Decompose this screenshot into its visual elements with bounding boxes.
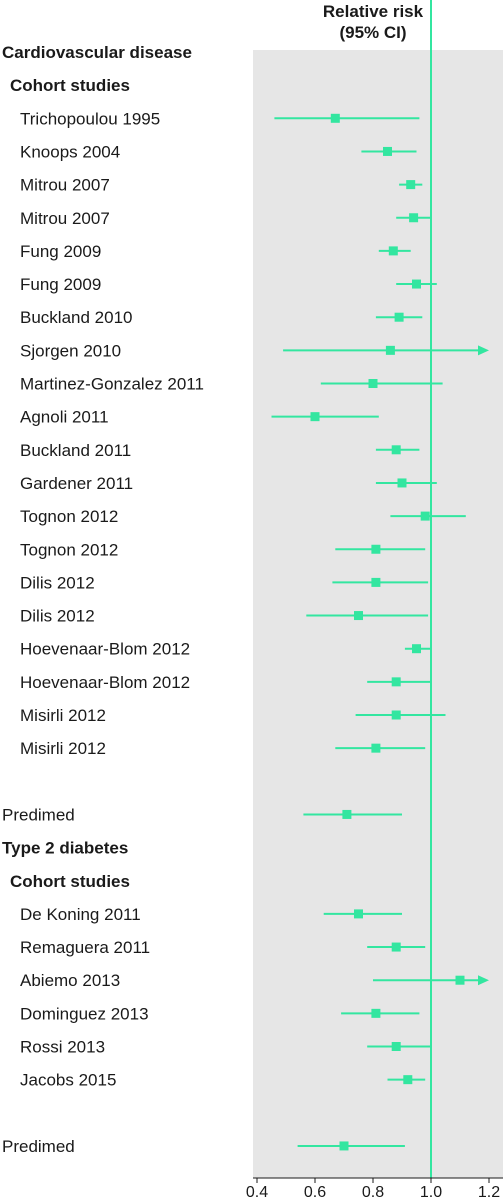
- header-ci: (95% CI): [339, 23, 406, 42]
- study-label: Misirli 2012: [20, 706, 106, 725]
- study-label: Tognon 2012: [20, 540, 118, 559]
- study-label: Predimed: [2, 1137, 75, 1156]
- study-label: Buckland 2011: [20, 441, 131, 460]
- study-label: Sjorgen 2010: [20, 341, 121, 360]
- point-estimate: [371, 577, 381, 587]
- point-estimate: [391, 1042, 401, 1051]
- point-estimate: [388, 246, 398, 256]
- point-estimate: [371, 1008, 381, 1018]
- point-estimate: [455, 975, 465, 985]
- x-tick-label: 0.6: [304, 1184, 326, 1200]
- study-label: Knoops 2004: [20, 142, 120, 161]
- section-label: Type 2 diabetes: [2, 839, 128, 858]
- plot-panel-background: [253, 50, 503, 1178]
- x-tick-label: 1.2: [478, 1184, 500, 1200]
- study-label: Buckland 2010: [20, 308, 132, 327]
- study-label: Tognon 2012: [20, 507, 118, 526]
- study-label: Remaguera 2011: [20, 938, 150, 957]
- point-estimate: [391, 942, 401, 952]
- point-estimate: [391, 710, 401, 720]
- x-tick-label: 1.0: [420, 1184, 442, 1200]
- subsection-label: Cohort studies: [10, 872, 130, 891]
- header-relative-risk: Relative risk: [323, 2, 424, 21]
- point-estimate: [339, 1141, 349, 1151]
- study-label: Rossi 2013: [20, 1038, 105, 1057]
- point-estimate: [412, 644, 421, 654]
- point-estimate: [391, 445, 401, 455]
- point-estimate: [330, 113, 340, 123]
- study-label: Hoevenaar-Blom 2012: [20, 640, 190, 659]
- point-estimate: [371, 544, 381, 554]
- study-label: De Koning 2011: [20, 905, 141, 924]
- study-label: Gardener 2011: [20, 474, 133, 493]
- study-label: Agnoli 2011: [20, 408, 109, 427]
- point-estimate: [420, 511, 430, 521]
- subsection-label: Cohort studies: [10, 76, 130, 95]
- point-estimate: [383, 146, 392, 156]
- ci-arrow: [478, 975, 489, 986]
- x-tick-label: 0.8: [362, 1184, 384, 1200]
- study-label: Hoevenaar-Blom 2012: [20, 673, 190, 692]
- point-estimate: [342, 809, 352, 819]
- point-estimate: [368, 379, 378, 388]
- point-estimate: [412, 279, 421, 289]
- study-label: Dominguez 2013: [20, 1004, 149, 1023]
- study-label: Dilis 2012: [20, 607, 95, 626]
- point-estimate: [354, 611, 363, 621]
- point-estimate: [394, 312, 404, 322]
- study-label: Predimed: [2, 805, 75, 824]
- study-label: Misirli 2012: [20, 739, 106, 758]
- point-estimate: [406, 180, 416, 190]
- forest-rows: Cardiovascular disease Cohort studies Tric…: [2, 43, 489, 1156]
- study-label: Abiemo 2013: [20, 971, 120, 990]
- point-estimate: [371, 743, 381, 753]
- study-label: Trichopoulou 1995: [20, 109, 160, 128]
- study-label: Martinez-Gonzalez 2011: [20, 375, 204, 394]
- study-label: Mitrou 2007: [20, 176, 110, 195]
- point-estimate: [385, 345, 395, 355]
- study-label: Jacobs 2015: [20, 1071, 116, 1090]
- point-estimate: [310, 412, 320, 422]
- study-label: Mitrou 2007: [20, 209, 110, 228]
- point-estimate: [391, 677, 401, 687]
- x-axis: 0.4 0.6 0.8 1.0 1.2: [246, 1177, 503, 1200]
- section-label: Cardiovascular disease: [2, 43, 192, 62]
- study-label: Dilis 2012: [20, 573, 95, 592]
- ci-arrow: [478, 345, 489, 356]
- point-estimate: [397, 478, 407, 488]
- point-estimate: [403, 1075, 413, 1085]
- point-estimate: [354, 909, 363, 919]
- study-label: Fung 2009: [20, 275, 101, 294]
- x-tick-label: 0.4: [246, 1184, 268, 1200]
- point-estimate: [409, 213, 419, 223]
- study-label: Fung 2009: [20, 242, 101, 261]
